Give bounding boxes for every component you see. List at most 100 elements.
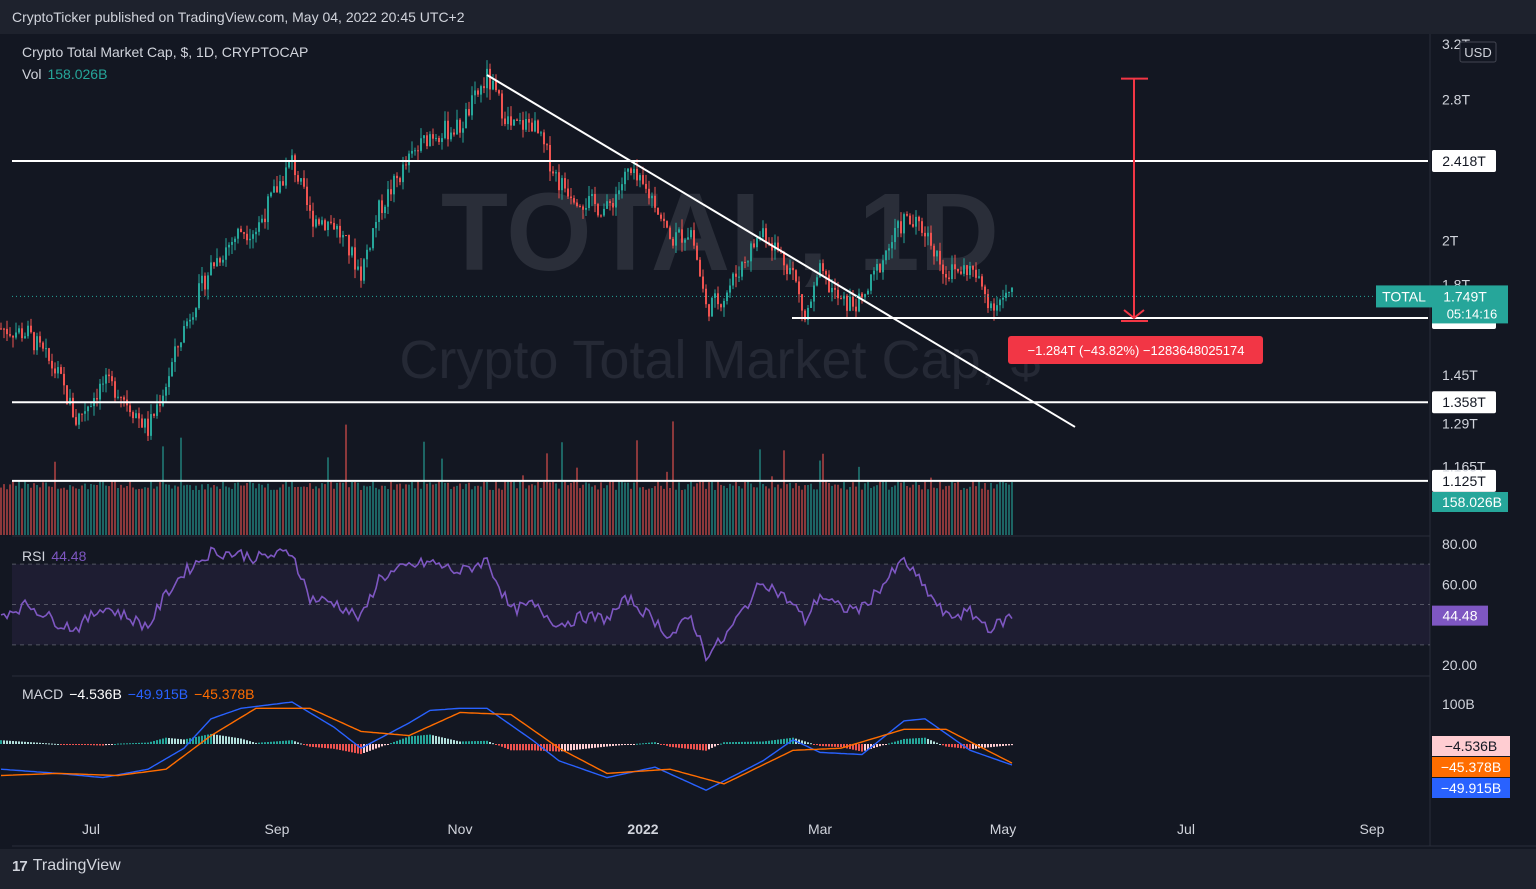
candle-body — [18, 328, 20, 333]
macd-hist-bar — [255, 742, 257, 744]
volume-bar — [240, 485, 242, 535]
candle-body — [801, 294, 803, 311]
volume-bar — [975, 486, 977, 535]
candle-body — [279, 181, 281, 193]
macd-hist-bar — [825, 744, 827, 747]
macd-line — [0, 701, 1013, 791]
macd-hist-bar — [108, 744, 110, 745]
rsi-label: RSI — [22, 548, 46, 564]
volume-bar — [90, 483, 92, 535]
candle-body — [273, 186, 275, 193]
candle-body — [732, 273, 734, 286]
macd-hist-legend: −4.536B — [69, 686, 122, 702]
candle-body — [207, 275, 209, 290]
macd-hist-bar — [72, 744, 74, 745]
macd-hist-bar — [522, 744, 524, 751]
candle-body — [69, 397, 71, 404]
macd-hist-bar — [876, 744, 878, 748]
volume-bar — [306, 487, 308, 535]
volume-bar — [462, 489, 464, 535]
candle-body — [903, 214, 905, 234]
time-tick-2022: 2022 — [627, 821, 658, 837]
macd-hist-bar — [42, 743, 44, 745]
macd-hist-bar — [672, 744, 674, 748]
volume-bar — [291, 480, 293, 535]
symbol-legend[interactable]: Crypto Total Market Cap, $, 1D, CRYPTOCA… — [22, 44, 308, 60]
tradingview-logo[interactable]: 17 TradingView — [12, 857, 121, 875]
macd-hist-bar — [525, 744, 527, 751]
macd-hist-bar — [288, 740, 290, 744]
candle-body — [483, 86, 485, 89]
macd-hist-bar — [567, 744, 569, 751]
candle-body — [369, 248, 371, 250]
volume-bar — [936, 488, 938, 535]
volume-bar — [921, 489, 923, 535]
candle-body — [204, 275, 206, 290]
macd-hist-bar — [750, 741, 752, 744]
macd-hist-bar — [582, 744, 584, 750]
candle-body — [75, 417, 77, 425]
candle-body — [729, 285, 731, 293]
macd-label: MACD — [22, 686, 64, 702]
macd-hist-bar — [318, 744, 320, 748]
macd-hist-bar — [762, 741, 764, 744]
candle-body — [765, 228, 767, 243]
volume-bar — [423, 441, 425, 535]
candle-body — [477, 90, 479, 95]
macd-hist-bar — [192, 737, 194, 744]
candle-body — [738, 276, 740, 278]
macd-hist-bar — [195, 737, 197, 744]
volume-bar — [564, 481, 566, 535]
macd-hist-bar — [600, 744, 602, 748]
macd-hist-bar — [48, 743, 50, 745]
macd-hist-bar — [618, 744, 620, 746]
volume-bar — [264, 487, 266, 535]
chart-canvas[interactable]: TOTAL, 1D Crypto Total Market Cap, $ 2.418… — [0, 34, 1536, 849]
volume-bar — [372, 480, 374, 535]
volume-bar — [666, 471, 668, 535]
candle-body — [159, 404, 161, 406]
candle-body — [408, 153, 410, 166]
macd-line-legend: −49.915B — [127, 686, 189, 702]
macd-hist-bar — [336, 744, 338, 750]
macd-hist-bar — [84, 744, 86, 745]
volume-legend[interactable]: Vol 158.026B — [22, 66, 107, 82]
candle-body — [510, 116, 512, 126]
macd-hist-bar — [324, 744, 326, 749]
candle-body — [660, 214, 662, 219]
volume-bar — [651, 488, 653, 535]
volume-bar — [360, 489, 362, 535]
macd-legend[interactable]: MACD −4.536B −49.915B −45.378B — [22, 686, 254, 702]
candle-body — [54, 368, 56, 374]
candle-body — [270, 192, 272, 197]
volume-bar — [27, 483, 29, 535]
volume-bar — [228, 487, 230, 535]
volume-bar — [729, 483, 731, 535]
macd-hist-bar — [987, 744, 989, 748]
volume-bar — [825, 480, 827, 535]
macd-hist-bar — [918, 738, 920, 744]
candle-body — [465, 109, 467, 129]
candle-body — [723, 300, 725, 308]
volume-bar — [501, 489, 503, 535]
candle-body — [975, 269, 977, 278]
candle-body — [816, 277, 818, 286]
candle-body — [1005, 292, 1007, 298]
candle-body — [945, 273, 947, 278]
macd-hist-bar — [0, 740, 2, 744]
volume-bar — [204, 489, 206, 535]
macd-hist-bar — [810, 743, 812, 745]
macd-hist-bar — [453, 740, 455, 744]
candle-body — [456, 119, 458, 135]
rsi-legend[interactable]: RSI 44.48 — [22, 548, 86, 564]
volume-bar — [537, 481, 539, 535]
macd-hist-bar — [486, 740, 488, 744]
candle-body — [405, 164, 407, 166]
volume-bar — [168, 484, 170, 535]
macd-hist-bar — [114, 743, 116, 745]
candle-body — [78, 413, 80, 425]
volume-bar — [630, 488, 632, 535]
volume-bar — [882, 481, 884, 535]
candle-body — [564, 178, 566, 189]
candle-body — [81, 413, 83, 415]
